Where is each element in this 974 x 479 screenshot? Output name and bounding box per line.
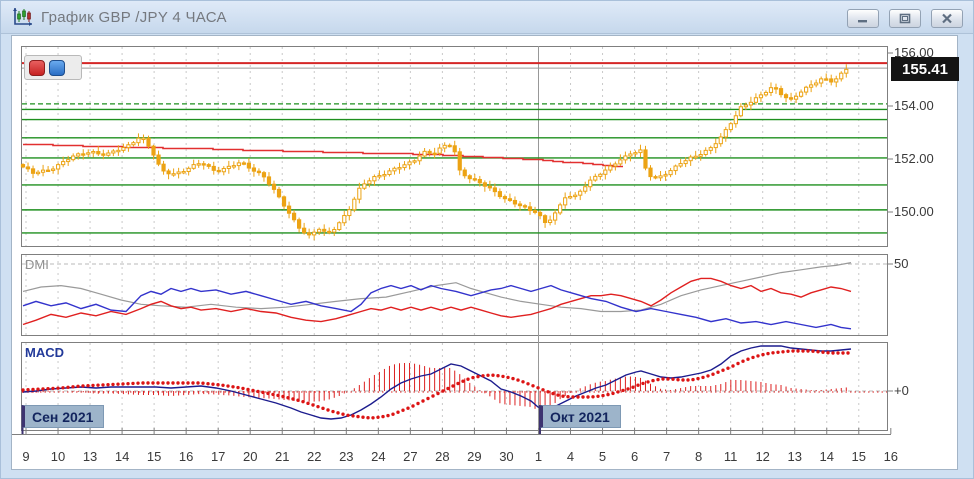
macd-pane[interactable] — [21, 342, 888, 431]
time-axis-label: 29 — [467, 449, 482, 464]
time-axis-label: 16 — [883, 449, 899, 464]
time-axis-label: 7 — [662, 449, 671, 464]
macd-scale-label: +0 — [894, 383, 909, 398]
candlestick-chart-icon — [13, 8, 32, 26]
dmi-pane[interactable] — [21, 254, 888, 336]
time-axis-label: 30 — [499, 449, 514, 464]
time-axis-label: 21 — [275, 449, 290, 464]
time-axis-label: 15 — [851, 449, 866, 464]
time-axis-label: 23 — [339, 449, 354, 464]
minimize-button[interactable] — [847, 9, 879, 28]
sell-square-button[interactable] — [29, 59, 45, 76]
time-axis-label: 12 — [755, 449, 770, 464]
time-axis-label: 5 — [598, 449, 607, 464]
time-axis-label: 4 — [566, 449, 575, 464]
time-axis-label: 13 — [787, 449, 802, 464]
time-axis-label: 27 — [403, 449, 418, 464]
price-axis-label: 150.00 — [894, 204, 934, 219]
time-axis-label: 17 — [210, 449, 226, 464]
title-bar[interactable]: График GBP /JPY 4 ЧАСА — [1, 1, 973, 34]
time-axis-label: 14 — [819, 449, 834, 464]
price-axis-label: 154.00 — [894, 98, 934, 113]
price-axis-label: 156.00 — [894, 45, 934, 60]
time-axis-label: 24 — [371, 449, 386, 464]
chart-mini-toolbar — [24, 55, 82, 80]
month-badge-september: Сен 2021 — [22, 405, 105, 428]
time-axis-label: 20 — [242, 449, 258, 464]
time-axis-label: 28 — [435, 449, 450, 464]
dmi-scale-label: 50 — [894, 256, 909, 271]
time-axis-label: 15 — [146, 449, 162, 464]
time-axis-label: 1 — [534, 449, 543, 464]
time-axis-label: 9 — [22, 449, 30, 464]
current-price-badge: 155.41 — [891, 57, 959, 81]
close-button[interactable] — [931, 9, 963, 28]
time-axis-label: 10 — [50, 449, 66, 464]
time-axis-label: 13 — [82, 449, 98, 464]
price-axis-label: 152.00 — [894, 151, 934, 166]
time-axis-label: 11 — [723, 449, 738, 464]
price-pane[interactable] — [21, 46, 888, 247]
month-badge-october: Окт 2021 — [540, 405, 621, 428]
time-axis-label: 22 — [307, 449, 322, 464]
buy-square-button[interactable] — [49, 59, 65, 76]
time-axis-label: 6 — [630, 449, 639, 464]
restore-button[interactable] — [889, 9, 921, 28]
time-axis-label: 16 — [178, 449, 194, 464]
time-axis-label: 8 — [695, 449, 703, 464]
window-title: График GBP /JPY 4 ЧАСА — [41, 9, 227, 26]
time-axis-label: 14 — [114, 449, 130, 464]
